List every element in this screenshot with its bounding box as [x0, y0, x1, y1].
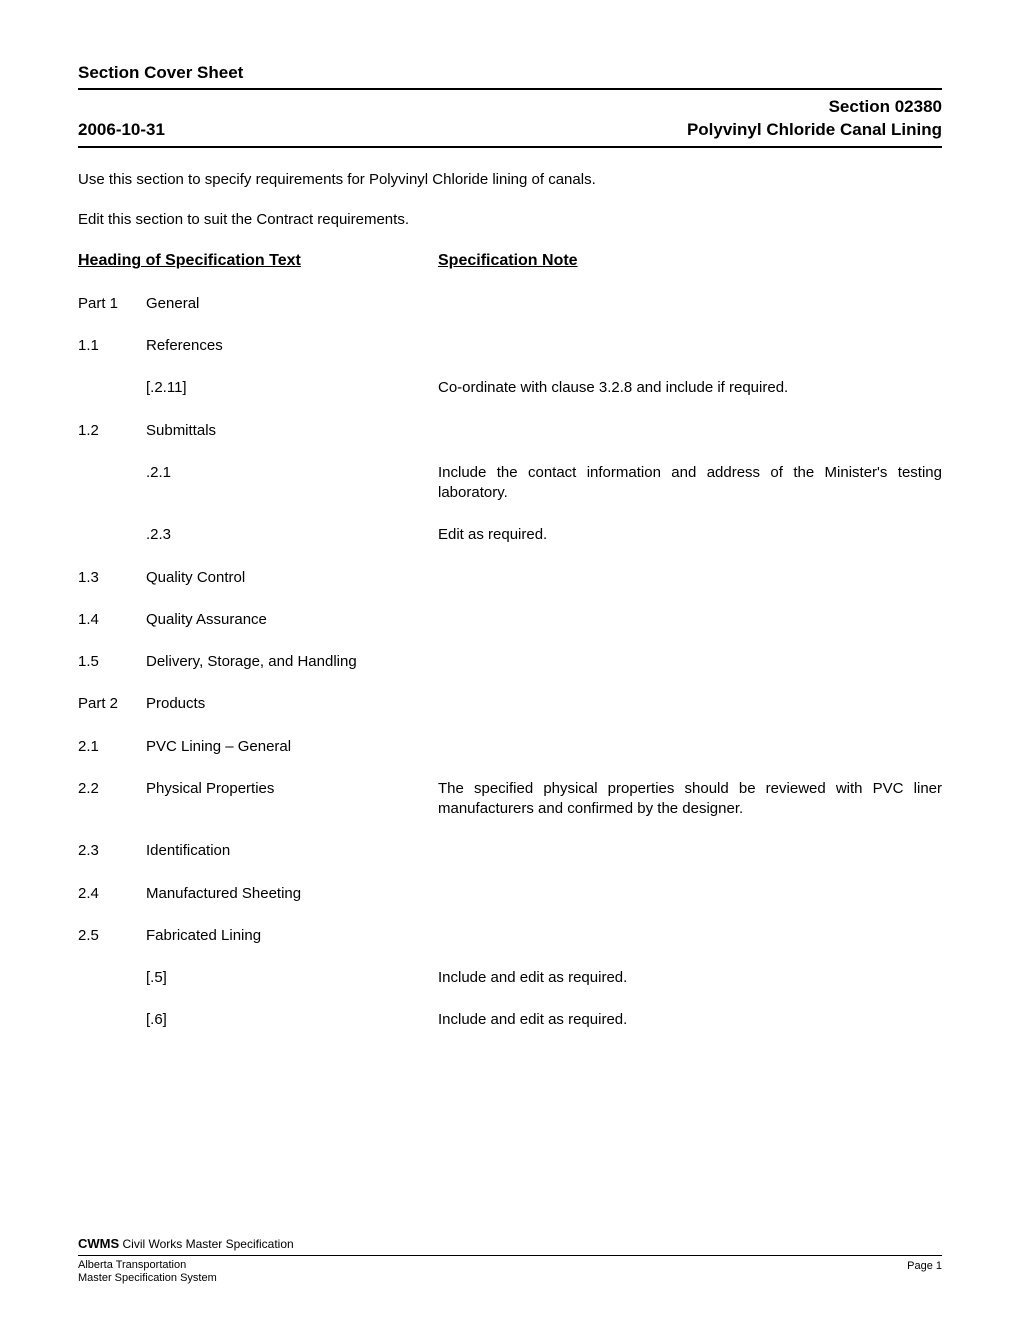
spec-row: [.5]Include and edit as required. — [78, 968, 942, 988]
spec-row: 1.2Submittals — [78, 421, 942, 441]
row-note: Include and edit as required. — [438, 968, 942, 988]
row-number: 1.5 — [78, 652, 146, 672]
row-label: Fabricated Lining — [146, 926, 438, 946]
row-label: .2.1 — [146, 463, 438, 483]
row-label: Manufactured Sheeting — [146, 884, 438, 904]
section-title: Polyvinyl Chloride Canal Lining — [687, 119, 942, 142]
spec-row: 2.4Manufactured Sheeting — [78, 884, 942, 904]
column-headings: Heading of Specification Text Specificat… — [78, 250, 942, 272]
spec-row: 1.1References — [78, 336, 942, 356]
intro-paragraph-2: Edit this section to suit the Contract r… — [78, 210, 942, 230]
col-heading-left: Heading of Specification Text — [78, 250, 438, 272]
row-number: 2.2 — [78, 779, 146, 799]
row-label: References — [146, 336, 438, 356]
row-label: [.5] — [146, 968, 438, 988]
footer-org-line1: Alberta Transportation — [78, 1259, 217, 1273]
spec-row: 1.4Quality Assurance — [78, 610, 942, 630]
footer-lower: Alberta Transportation Master Specificat… — [78, 1259, 942, 1287]
row-number: 1.3 — [78, 568, 146, 588]
row-label: PVC Lining – General — [146, 737, 438, 757]
spec-row: 2.5Fabricated Lining — [78, 926, 942, 946]
row-label: [.2.11] — [146, 378, 438, 398]
row-label: [.6] — [146, 1010, 438, 1030]
row-note: Include the contact information and addr… — [438, 463, 942, 504]
footer-org: Alberta Transportation Master Specificat… — [78, 1259, 217, 1287]
col-heading-right: Specification Note — [438, 250, 578, 272]
spec-row: .2.3Edit as required. — [78, 525, 942, 545]
footer-cwms-bold: CWMS — [78, 1236, 119, 1251]
footer-cwms: CWMS Civil Works Master Specification — [78, 1235, 942, 1256]
spec-row: 1.5Delivery, Storage, and Handling — [78, 652, 942, 672]
row-note: Co-ordinate with clause 3.2.8 and includ… — [438, 378, 942, 398]
row-note: Include and edit as required. — [438, 1010, 942, 1030]
spec-row: [.6]Include and edit as required. — [78, 1010, 942, 1030]
row-note: The specified physical properties should… — [438, 779, 942, 820]
row-number: Part 1 — [78, 294, 146, 314]
row-number: 2.4 — [78, 884, 146, 904]
row-number: Part 2 — [78, 694, 146, 714]
row-number: 2.5 — [78, 926, 146, 946]
section-header: Section 02380 2006-10-31 Polyvinyl Chlor… — [78, 96, 942, 148]
spec-rows: Part 1General 1.1References [.2.11]Co-ordi… — [78, 294, 942, 1031]
row-number: 2.3 — [78, 841, 146, 861]
cover-sheet-title: Section Cover Sheet — [78, 62, 942, 90]
spec-row: .2.1Include the contact information and … — [78, 463, 942, 504]
row-label: General — [146, 294, 438, 314]
footer-page-number: Page 1 — [907, 1259, 942, 1287]
spec-row: [.2.11]Co-ordinate with clause 3.2.8 and… — [78, 378, 942, 398]
spec-row: Part 2Products — [78, 694, 942, 714]
footer-cwms-text: Civil Works Master Specification — [119, 1237, 294, 1251]
row-label: Delivery, Storage, and Handling — [146, 652, 438, 672]
spec-row: 2.3Identification — [78, 841, 942, 861]
spec-row: 2.1PVC Lining – General — [78, 737, 942, 757]
row-note: Edit as required. — [438, 525, 942, 545]
row-number: 1.1 — [78, 336, 146, 356]
row-label: Quality Assurance — [146, 610, 438, 630]
row-number: 1.4 — [78, 610, 146, 630]
row-label: Products — [146, 694, 438, 714]
row-number: 1.2 — [78, 421, 146, 441]
intro-paragraph-1: Use this section to specify requirements… — [78, 170, 942, 190]
spec-row: 1.3Quality Control — [78, 568, 942, 588]
spec-row: 2.2Physical PropertiesThe specified phys… — [78, 779, 942, 820]
header-date: 2006-10-31 — [78, 119, 165, 142]
row-label: Quality Control — [146, 568, 438, 588]
footer-org-line2: Master Specification System — [78, 1272, 217, 1286]
row-label: .2.3 — [146, 525, 438, 545]
row-label: Physical Properties — [146, 779, 438, 799]
row-label: Submittals — [146, 421, 438, 441]
row-label: Identification — [146, 841, 438, 861]
row-number: 2.1 — [78, 737, 146, 757]
section-number: Section 02380 — [829, 96, 942, 119]
spec-row: Part 1General — [78, 294, 942, 314]
